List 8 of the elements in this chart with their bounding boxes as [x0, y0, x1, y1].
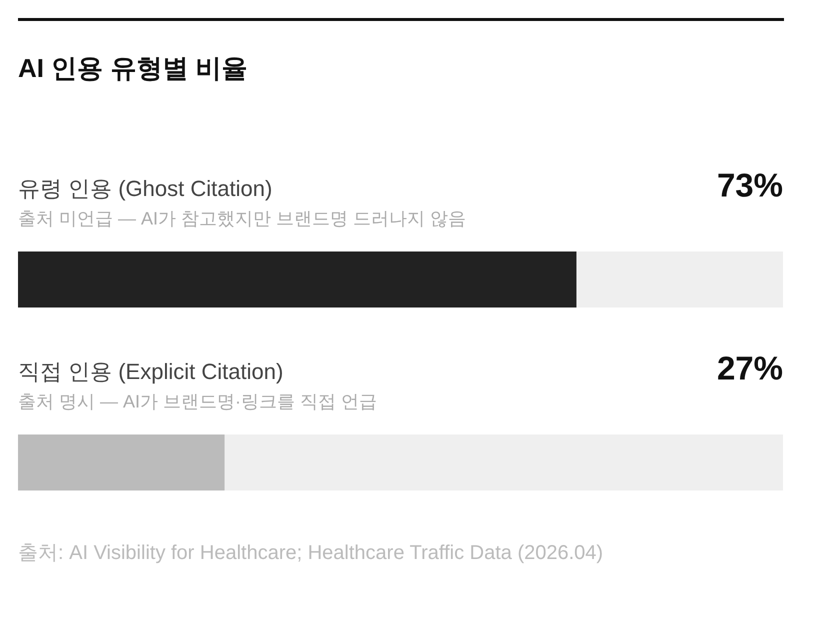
- chart-title: AI 인용 유형별 비율: [18, 53, 248, 83]
- data-label: 27%: [716, 350, 784, 386]
- annotation: 출처 명시 — AI가 브랜드명·링크를 직접 언급: [18, 392, 378, 412]
- data-label: 73%: [716, 166, 784, 204]
- y-tick-label: 유령 인용 (Ghost Citation): [18, 176, 272, 201]
- source-note: 출처: AI Visibility for Healthcare; Healthcare Traffic Data (2026.04): [18, 542, 604, 564]
- annotation: 출처 미언급 — AI가 참고했지만 브랜드명 드러나지 않음: [18, 208, 466, 228]
- y-tick-label: 직접 인용 (Explicit Citation): [18, 359, 284, 384]
